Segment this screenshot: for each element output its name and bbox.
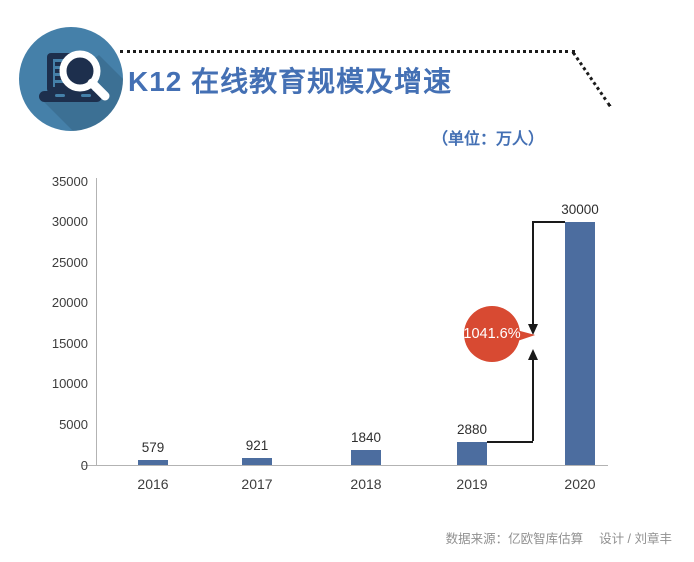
y-axis-line bbox=[96, 178, 97, 465]
y-tick-label: 20000 bbox=[51, 295, 88, 311]
y-tick-label: 30000 bbox=[51, 214, 88, 230]
annotation-connector-from-2019 bbox=[487, 441, 533, 443]
annotation-connector-to-2020 bbox=[533, 221, 565, 223]
y-tick-label: 25000 bbox=[51, 254, 88, 270]
y-tick-label: 0 bbox=[80, 457, 88, 473]
y-tick-label: 35000 bbox=[51, 173, 88, 189]
y-tick-label: 10000 bbox=[51, 376, 88, 392]
value-label-2019: 2880 bbox=[456, 421, 488, 437]
unit-label: （单位：万人） bbox=[432, 131, 545, 148]
bar-2019 bbox=[457, 441, 487, 465]
x-tick-label-2016: 2016 bbox=[137, 476, 169, 492]
bar-2017 bbox=[242, 457, 272, 465]
arrow-up-icon bbox=[528, 349, 538, 360]
arrow-down-icon bbox=[528, 324, 538, 335]
x-axis-line bbox=[82, 465, 608, 466]
laptop-magnifier-icon-svg bbox=[19, 27, 123, 131]
y-tick-label: 15000 bbox=[51, 335, 88, 351]
x-tick-label-2017: 2017 bbox=[241, 476, 273, 492]
value-label-2018: 1840 bbox=[350, 430, 382, 446]
dotted-divider-diagonal bbox=[571, 51, 612, 108]
value-label-2017: 921 bbox=[245, 437, 269, 453]
source-credit: 数据来源：亿欧智库估算 设计 / 刘章丰 bbox=[445, 532, 672, 546]
chart-title: K12 在线教育规模及增速 bbox=[128, 66, 453, 97]
dotted-divider-horizontal bbox=[120, 50, 575, 53]
annotation-connector-vertical-upper bbox=[532, 221, 534, 324]
bar-2020 bbox=[565, 221, 595, 465]
x-tick-label-2020: 2020 bbox=[564, 476, 596, 492]
x-tick-label-2018: 2018 bbox=[350, 476, 382, 492]
value-label-2016: 579 bbox=[141, 440, 165, 456]
x-tick-label-2019: 2019 bbox=[456, 476, 488, 492]
growth-rate-badge: 1041.6% bbox=[463, 306, 521, 362]
value-label-2020: 30000 bbox=[561, 201, 599, 217]
annotation-connector-vertical-lower bbox=[532, 360, 534, 441]
laptop-magnifier-icon bbox=[19, 27, 123, 131]
bar-2018 bbox=[351, 450, 381, 465]
bar-2016 bbox=[138, 460, 168, 465]
y-tick-label: 5000 bbox=[59, 416, 88, 432]
